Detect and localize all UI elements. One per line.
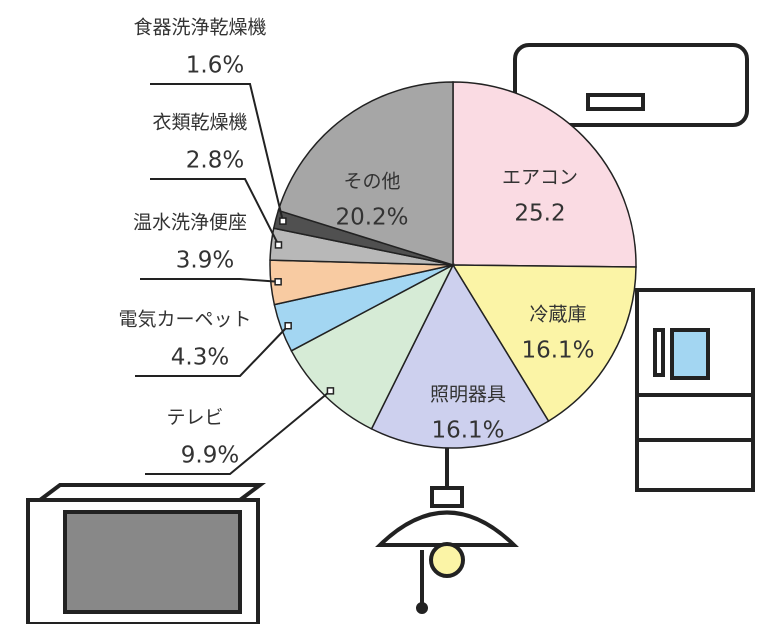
category-label: 電気カーペット	[118, 309, 251, 331]
refrigerator-illustration	[637, 290, 753, 490]
chart: エアコン 25.2 冷蔵庫 16.1% 照明器具 16.1% テレビ 9.9% 電気カーペット 4…	[0, 0, 764, 624]
category-label: テレビ	[166, 407, 223, 429]
leader-dot	[275, 242, 281, 248]
value-label: 2.8%	[186, 148, 244, 174]
category-label: 照明器具	[430, 384, 506, 406]
page: エアコン 25.2 冷蔵庫 16.1% 照明器具 16.1% テレビ 9.9% 電気カーペット 4…	[0, 0, 764, 624]
tv-illustration	[28, 485, 260, 624]
value-label: 3.9%	[176, 248, 234, 274]
category-label: 冷蔵庫	[529, 304, 586, 326]
leader-dot	[275, 279, 281, 285]
leader-dot	[280, 218, 286, 224]
value-label: 20.2%	[335, 205, 408, 231]
leader-dot	[285, 323, 291, 329]
value-label: 4.3%	[171, 345, 229, 371]
value-label: 1.6%	[186, 53, 244, 79]
category-label: 温水洗浄便座	[133, 212, 247, 234]
value-label: 16.1%	[521, 338, 594, 364]
leader-dot	[327, 388, 333, 394]
category-label: その他	[343, 171, 400, 193]
leader-line	[140, 279, 278, 282]
category-label: エアコン	[502, 167, 578, 189]
value-label: 9.9%	[181, 443, 239, 469]
value-label: 25.2	[514, 201, 565, 227]
category-label: 衣類乾燥機	[152, 112, 247, 134]
lamp-illustration	[380, 448, 514, 612]
category-label: 食器洗浄乾燥機	[133, 17, 266, 39]
value-label: 16.1%	[431, 418, 504, 444]
